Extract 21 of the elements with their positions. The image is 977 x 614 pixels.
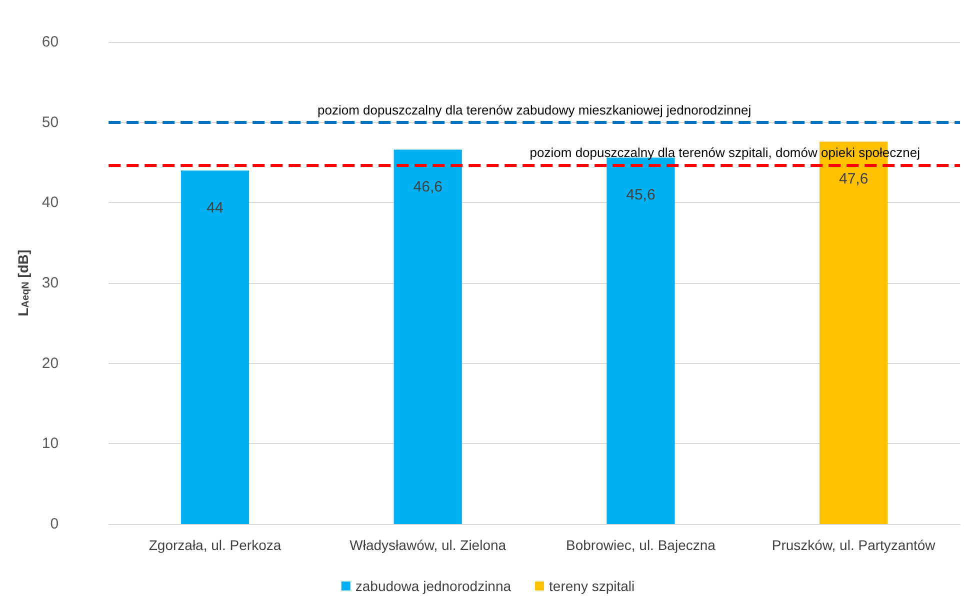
data-label: 44 (206, 200, 224, 217)
y-tick-label: 60 (42, 34, 59, 50)
y-tick-label: 0 (50, 516, 59, 532)
x-tick-label: Władysławów, ul. Zielona (350, 537, 506, 553)
data-label: 47,6 (838, 170, 868, 188)
ref-line-label: poziom dopuszczalny dla terenów zabudowy mieszkaniowej jednorodzinnej (318, 102, 752, 118)
y-axis-title: LAeqN [dB] (15, 250, 32, 316)
y-tick-label: 30 (42, 274, 59, 292)
data-label: 45,6 (626, 186, 656, 204)
data-label: 46,6 (413, 178, 442, 196)
bar (180, 170, 250, 524)
y-tick-label: 10 (42, 435, 59, 452)
legend-label: tereny szpitali (549, 578, 635, 594)
bar (394, 150, 462, 524)
y-tick-label: 40 (42, 194, 59, 212)
x-tick-label: Bobrowiec, ul. Bajeczna (566, 537, 716, 553)
x-tick-label: Pruszków, ul. Partyzantów (772, 537, 936, 553)
y-tick-label: 20 (42, 354, 59, 372)
x-tick-label: Zgorzała, ul. Perkoza (148, 537, 282, 553)
y-tick-label: 50 (42, 114, 59, 131)
legend-label: zabudowa jednorodzinna (355, 578, 512, 594)
